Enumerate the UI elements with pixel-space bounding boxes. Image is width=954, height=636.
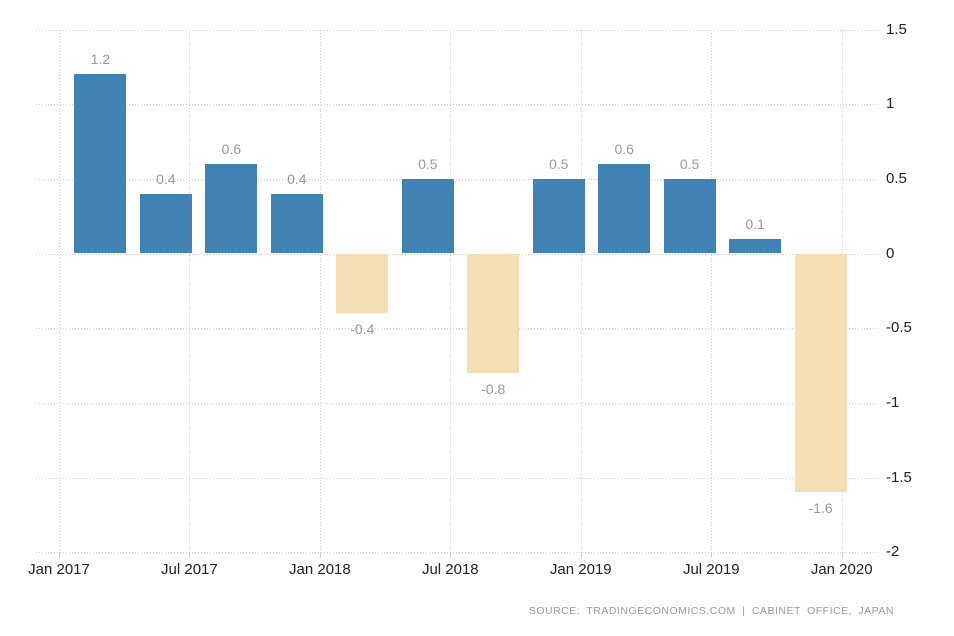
- bar-value-label: 0.6: [221, 140, 242, 157]
- x-tick-label: Jan 2017: [28, 561, 90, 578]
- v-gridline: [189, 29, 191, 553]
- y-tick-label: -1: [886, 393, 900, 411]
- bar-value-label: -0.4: [350, 321, 375, 338]
- source-attribution: SOURCE: TRADINGECONOMICS.COM | CABINET O…: [528, 605, 894, 617]
- h-gridline: [36, 104, 878, 106]
- x-tick-label: Jul 2019: [682, 561, 740, 578]
- y-tick-label: -1.5: [886, 468, 912, 486]
- bar-value-label: -0.8: [481, 381, 506, 397]
- h-gridline: [36, 552, 878, 554]
- bar-value-label: 1.2: [90, 51, 111, 68]
- x-axis-tick: [580, 552, 582, 559]
- x-tick-label: Jan 2019: [549, 561, 612, 578]
- x-tick-label: Jan 2020: [810, 561, 873, 578]
- bar-value-label: 0.4: [156, 170, 176, 187]
- v-gridline: [580, 29, 582, 553]
- v-gridline: [711, 29, 713, 553]
- h-gridline: [36, 253, 878, 255]
- x-axis-tick: [711, 552, 713, 559]
- bar[interactable]: [270, 193, 323, 254]
- h-gridline: [36, 178, 878, 180]
- h-gridline: [36, 402, 878, 404]
- v-gridline: [319, 29, 321, 553]
- bar[interactable]: [139, 193, 192, 254]
- y-tick-label: 1: [886, 95, 895, 113]
- y-tick-label: 1.5: [886, 20, 907, 38]
- x-axis-tick: [841, 552, 843, 559]
- h-gridline: [36, 328, 878, 330]
- x-axis-tick: [189, 552, 191, 559]
- y-tick-label: -0.5: [886, 319, 912, 337]
- x-axis-tick: [59, 552, 60, 559]
- bar-value-label: 0.5: [679, 155, 700, 172]
- bar[interactable]: [205, 163, 258, 254]
- bar-value-label: 0.6: [614, 140, 634, 157]
- bar-value-label: 0.4: [287, 170, 307, 187]
- y-tick-label: 0: [886, 244, 895, 262]
- bar[interactable]: [794, 253, 847, 493]
- h-gridline: [36, 477, 878, 479]
- bar-value-label: 0.1: [745, 215, 765, 232]
- h-gridline: [36, 29, 878, 31]
- bar-value-label: -1.6: [808, 500, 833, 517]
- bar[interactable]: [532, 178, 585, 254]
- x-tick-label: Jul 2018: [421, 561, 479, 578]
- bar[interactable]: [663, 178, 716, 254]
- y-tick-label: -2: [886, 543, 900, 561]
- bar[interactable]: [467, 253, 520, 373]
- bar[interactable]: [336, 253, 389, 314]
- bar[interactable]: [598, 163, 651, 254]
- v-gridline: [450, 29, 452, 553]
- x-axis-tick: [319, 552, 321, 559]
- bar[interactable]: [729, 238, 782, 254]
- bar-value-label: 0.5: [548, 155, 569, 172]
- x-axis-tick: [450, 552, 452, 559]
- bar[interactable]: [74, 74, 127, 254]
- bar[interactable]: [401, 178, 454, 254]
- x-tick-label: Jan 2018: [289, 561, 351, 578]
- x-tick-label: Jul 2017: [161, 561, 218, 578]
- v-gridline: [59, 29, 60, 553]
- y-tick-label: 0.5: [886, 169, 907, 187]
- bar-value-label: 0.5: [418, 155, 438, 172]
